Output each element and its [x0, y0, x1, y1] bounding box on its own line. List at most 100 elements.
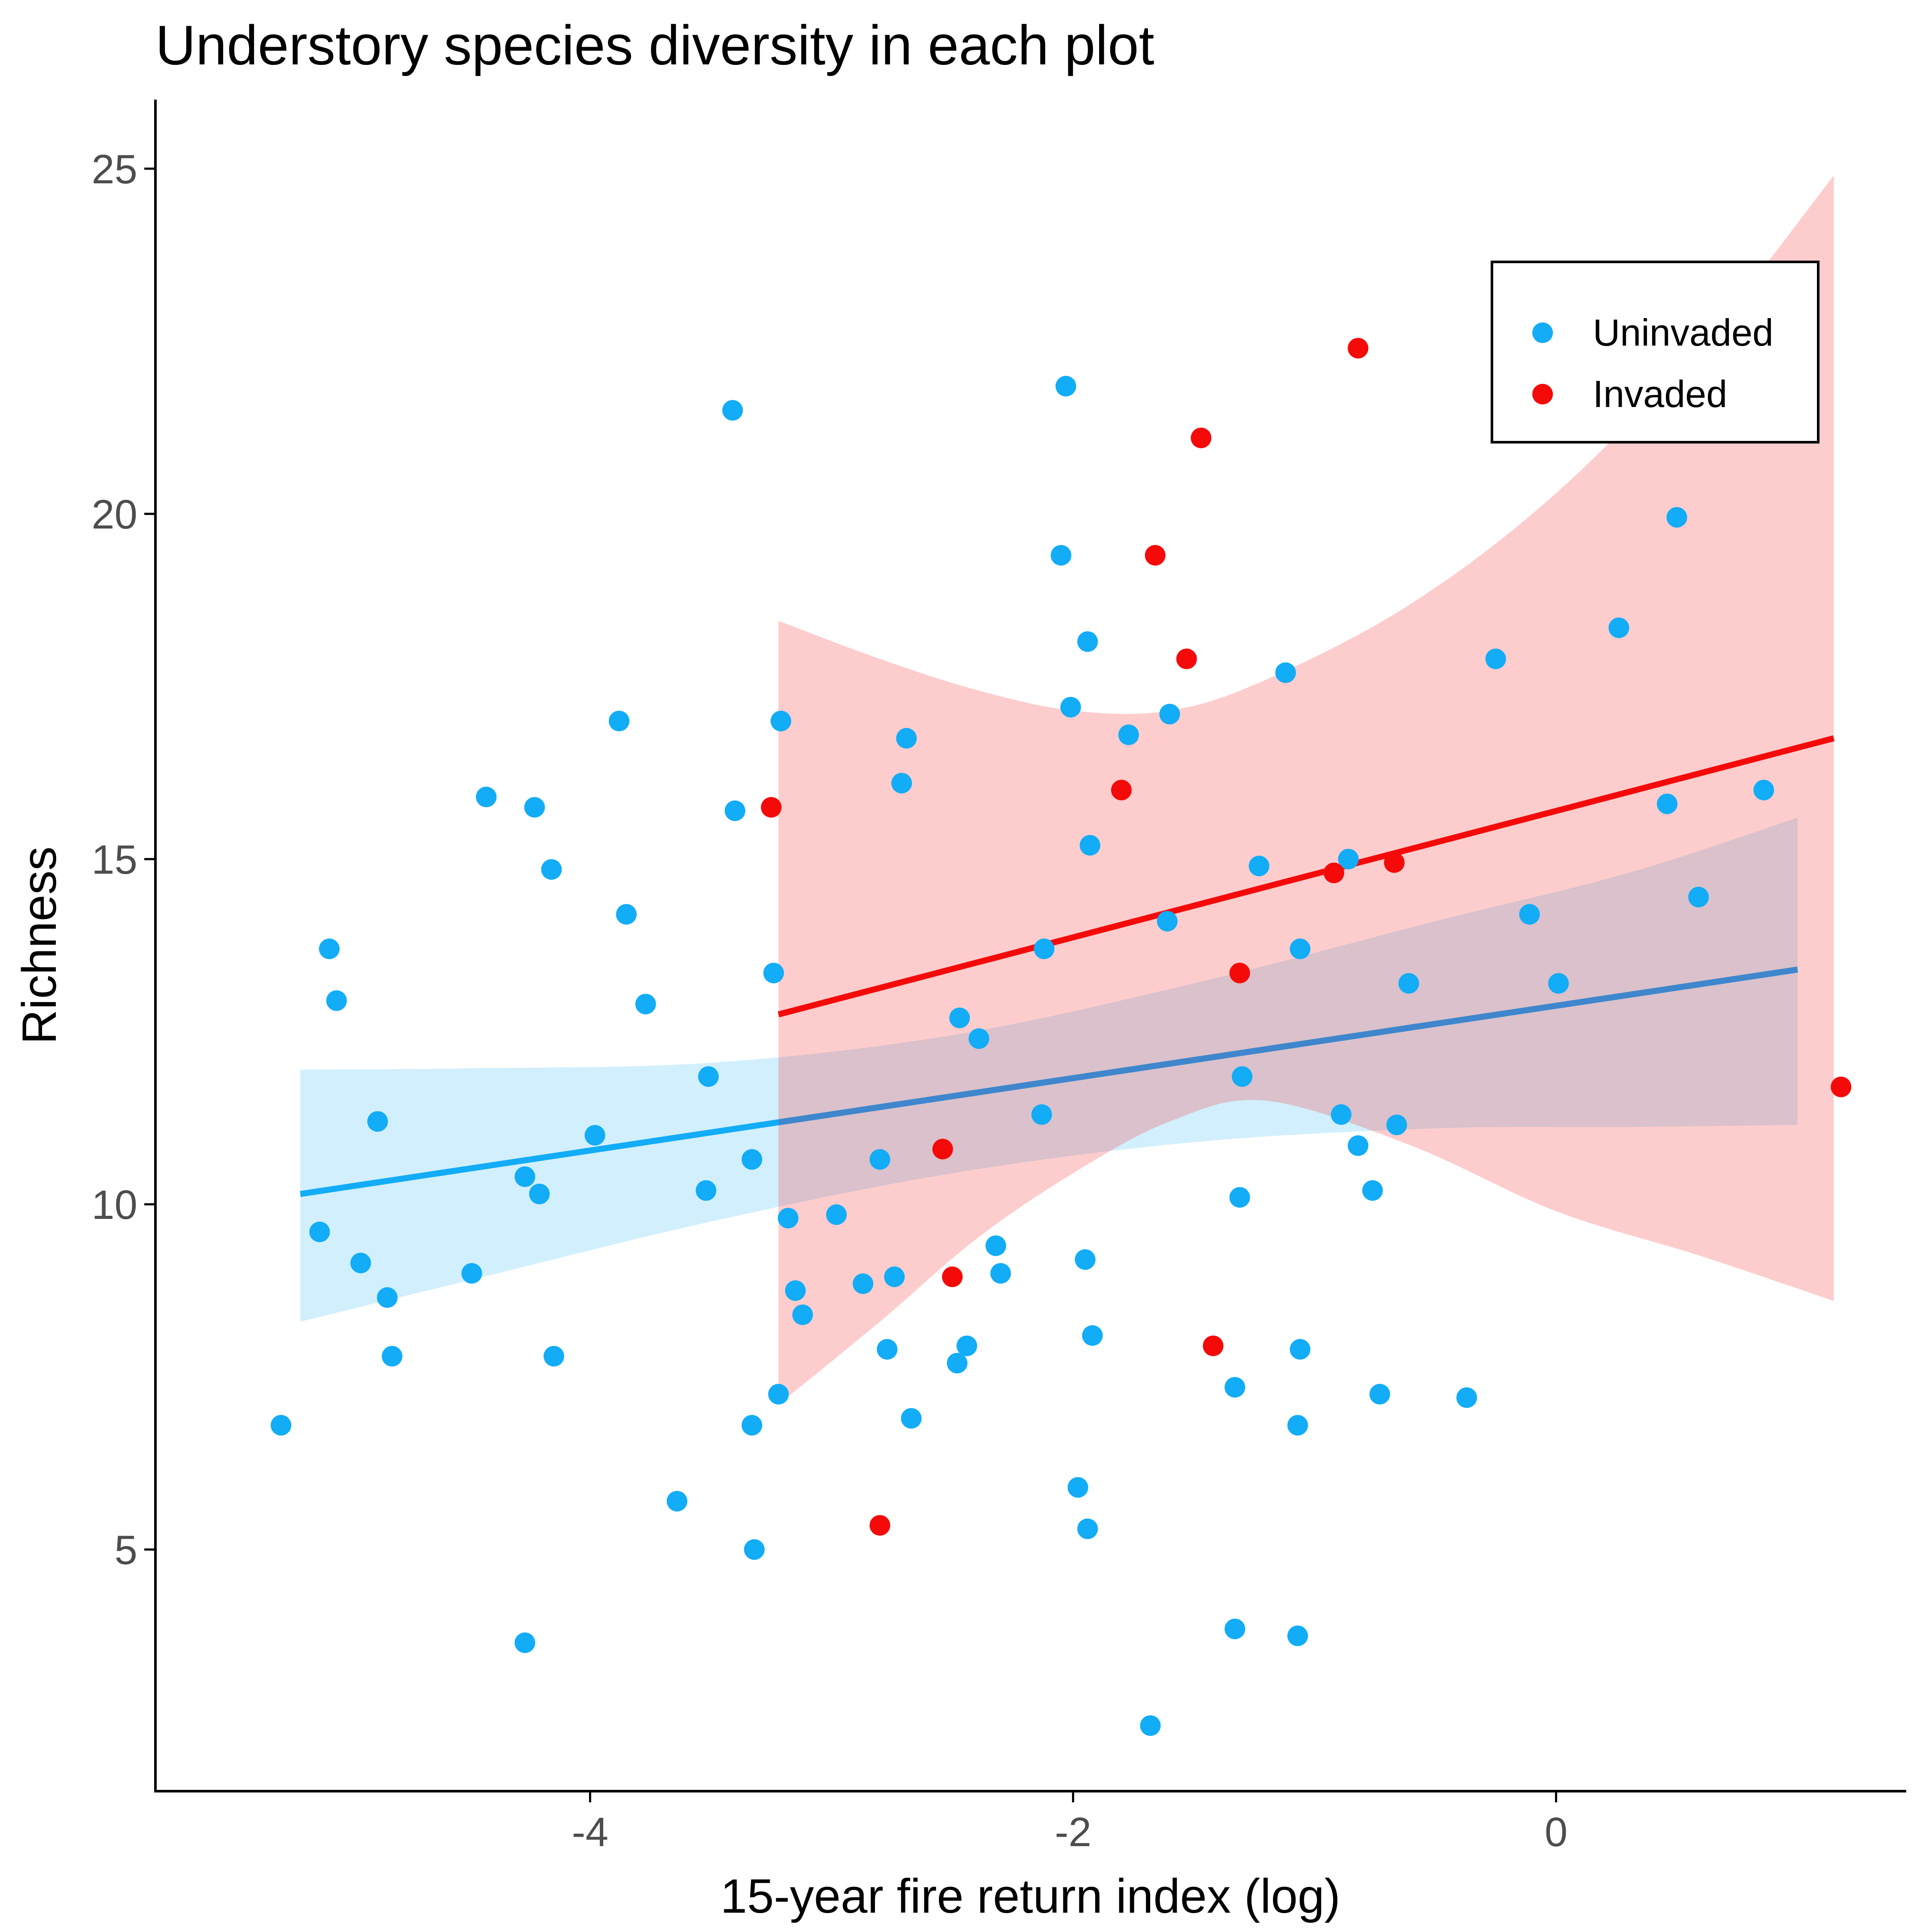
point-uninvaded-32 — [785, 1280, 806, 1301]
confidence-bands — [300, 175, 1834, 1405]
point-uninvaded-70 — [1287, 1625, 1308, 1646]
point-uninvaded-47 — [990, 1263, 1011, 1284]
point-invaded-3 — [942, 1266, 963, 1287]
point-uninvaded-74 — [1338, 848, 1359, 869]
point-uninvaded-60 — [1140, 1715, 1161, 1736]
point-uninvaded-45 — [969, 1028, 990, 1049]
point-uninvaded-15 — [544, 1346, 565, 1367]
y-axis-title: Richness — [12, 847, 66, 1045]
point-invaded-9 — [1229, 963, 1250, 984]
y-tick-label: 10 — [91, 1182, 137, 1228]
point-uninvaded-41 — [901, 1408, 922, 1429]
x-axis-title: 15-year fire return index (log) — [720, 1869, 1340, 1923]
point-uninvaded-4 — [350, 1252, 371, 1273]
point-uninvaded-20 — [666, 1491, 687, 1512]
point-uninvaded-81 — [1485, 648, 1506, 669]
point-uninvaded-21 — [698, 1066, 719, 1087]
point-invaded-2 — [932, 1139, 953, 1160]
point-uninvaded-38 — [884, 1266, 905, 1287]
point-uninvaded-26 — [741, 1149, 762, 1170]
point-uninvaded-63 — [1224, 1377, 1245, 1398]
chart-title: Understory species diversity in each plo… — [155, 14, 1154, 76]
point-uninvaded-56 — [1077, 631, 1098, 652]
point-uninvaded-88 — [1753, 780, 1774, 801]
point-uninvaded-72 — [1290, 939, 1311, 960]
legend-swatch-invaded — [1532, 384, 1553, 404]
point-invaded-1 — [869, 1515, 890, 1536]
legend-label-uninvaded: Uninvaded — [1593, 311, 1774, 354]
point-uninvaded-43 — [949, 1007, 970, 1028]
point-uninvaded-67 — [1249, 856, 1270, 877]
point-uninvaded-1 — [309, 1221, 330, 1242]
fit-line-invaded — [778, 735, 1835, 1018]
point-uninvaded-48 — [1031, 1104, 1052, 1125]
point-uninvaded-83 — [1548, 973, 1569, 994]
point-uninvaded-71 — [1290, 1339, 1311, 1360]
point-uninvaded-13 — [529, 1183, 550, 1204]
point-uninvaded-16 — [584, 1125, 605, 1146]
legend: Uninvaded Invaded — [1491, 261, 1820, 444]
point-uninvaded-46 — [985, 1235, 1006, 1256]
point-invaded-5 — [1145, 545, 1166, 566]
point-uninvaded-18 — [616, 904, 637, 925]
point-uninvaded-12 — [524, 797, 545, 818]
confidence-band-uninvaded — [300, 817, 1798, 1322]
point-invaded-12 — [1384, 852, 1405, 873]
point-uninvaded-14 — [541, 859, 562, 880]
point-uninvaded-22 — [696, 1180, 717, 1201]
x-tick-label: 0 — [1545, 1809, 1567, 1855]
point-uninvaded-30 — [770, 711, 791, 732]
point-uninvaded-23 — [722, 400, 743, 421]
y-tick-label: 5 — [115, 1527, 137, 1573]
point-uninvaded-87 — [1688, 887, 1709, 908]
point-uninvaded-59 — [1118, 724, 1139, 745]
fit-line-uninvaded-overlap — [778, 966, 1798, 1125]
x-tick-label: -4 — [572, 1809, 608, 1855]
point-uninvaded-52 — [1060, 697, 1081, 718]
point-invaded-0 — [761, 797, 782, 818]
point-uninvaded-8 — [461, 1263, 482, 1284]
point-uninvaded-28 — [763, 963, 784, 984]
point-uninvaded-53 — [1067, 1477, 1088, 1498]
point-uninvaded-3 — [326, 990, 347, 1011]
point-uninvaded-24 — [724, 800, 745, 821]
point-uninvaded-79 — [1398, 973, 1419, 994]
legend-box — [1491, 261, 1820, 444]
point-uninvaded-2 — [319, 939, 340, 960]
point-uninvaded-61 — [1157, 911, 1178, 932]
point-invaded-11 — [1348, 337, 1369, 358]
point-uninvaded-37 — [877, 1339, 898, 1360]
point-uninvaded-33 — [792, 1304, 813, 1325]
point-uninvaded-17 — [608, 711, 629, 732]
point-uninvaded-27 — [744, 1539, 765, 1560]
point-uninvaded-86 — [1666, 507, 1687, 528]
point-uninvaded-85 — [1657, 793, 1678, 814]
data-points — [270, 337, 1852, 1736]
point-uninvaded-51 — [1055, 376, 1076, 397]
point-uninvaded-84 — [1608, 617, 1629, 638]
point-uninvaded-76 — [1362, 1180, 1383, 1201]
axis-ticks: -4 -2 0 5 10 15 20 25 — [91, 146, 1567, 1855]
point-uninvaded-58 — [1082, 1325, 1103, 1346]
legend-swatch-uninvaded — [1532, 322, 1553, 343]
point-uninvaded-31 — [778, 1208, 799, 1229]
point-uninvaded-78 — [1386, 1115, 1407, 1136]
point-uninvaded-11 — [514, 1632, 535, 1653]
point-uninvaded-0 — [270, 1415, 292, 1436]
point-uninvaded-50 — [1051, 545, 1072, 566]
point-invaded-7 — [1191, 428, 1212, 448]
point-uninvaded-57 — [1079, 835, 1100, 856]
point-uninvaded-82 — [1519, 904, 1540, 925]
point-uninvaded-80 — [1456, 1387, 1477, 1408]
point-invaded-10 — [1323, 863, 1344, 884]
point-invaded-8 — [1203, 1335, 1224, 1356]
point-uninvaded-77 — [1369, 1384, 1390, 1405]
point-uninvaded-36 — [869, 1149, 890, 1170]
y-tick-label: 20 — [91, 492, 137, 538]
point-uninvaded-29 — [768, 1384, 789, 1405]
point-uninvaded-73 — [1331, 1104, 1352, 1125]
point-uninvaded-55 — [1077, 1518, 1098, 1539]
point-uninvaded-10 — [514, 1166, 535, 1187]
point-uninvaded-64 — [1224, 1619, 1245, 1640]
